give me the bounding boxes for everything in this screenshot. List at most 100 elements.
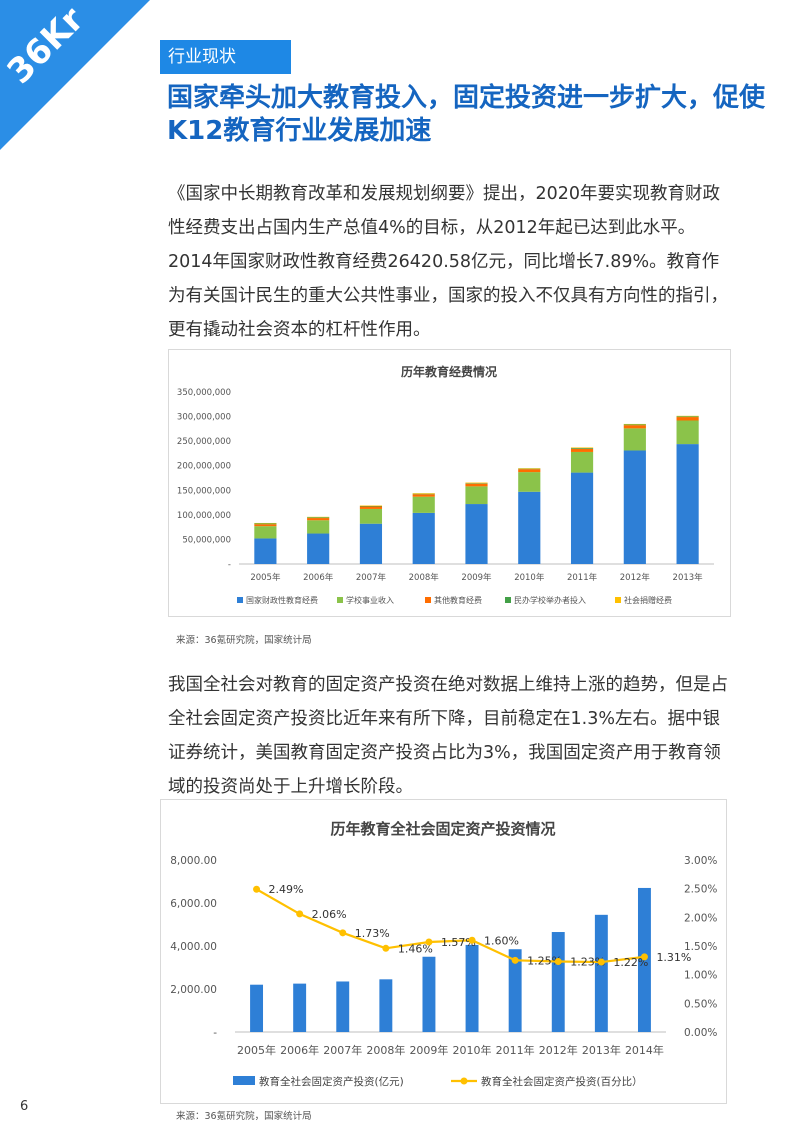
x-tick-label: 2011年 [567, 572, 598, 583]
y-tick-label: 200,000,000 [177, 462, 231, 472]
source-note: 来源：36氪研究院，国家统计局 [176, 635, 312, 646]
legend-label: 教育全社会固定资产投资(亿元) [259, 1075, 404, 1088]
bar-segment [412, 494, 435, 497]
line-point [554, 957, 562, 965]
bar-segment [359, 523, 383, 564]
legend-label: 国家财政性教育经费 [246, 595, 318, 605]
y2-tick-label: 1.50% [684, 941, 717, 953]
bar-segment [676, 416, 699, 418]
x-tick-label: 2008年 [366, 1043, 405, 1057]
line-point [597, 958, 605, 966]
bar-segment [359, 506, 383, 509]
intro-paragraph: 《国家中长期教育改革和发展规划纲要》提出，2020年要实现教育财政性经费支出占国… [168, 184, 728, 340]
x-tick-label: 2005年 [237, 1043, 276, 1057]
legend-swatch [615, 597, 621, 603]
education-funding-chart: 历年教育经费情况 - 50,000,000 100,000,000 150,000,00… [168, 349, 731, 617]
y2-tick-label: 2.50% [684, 884, 717, 896]
chart-title: 历年教育经费情况 [401, 364, 497, 379]
data-label: 1.46% [398, 942, 433, 955]
y-tick-label: 350,000,000 [177, 388, 231, 398]
y-tick-label: 100,000,000 [177, 511, 231, 521]
bar-segment [307, 517, 330, 519]
bar-segment [307, 533, 330, 564]
y2-tick-label: 0.50% [684, 998, 717, 1010]
section-tag: 行业现状 [160, 40, 291, 74]
x-tick-label: 2009年 [461, 572, 492, 583]
line-point [511, 956, 519, 964]
bar [379, 979, 393, 1032]
x-tick-label: 2013年 [582, 1043, 621, 1057]
bar-segment [254, 523, 277, 525]
investment-paragraph: 我国全社会对教育的固定资产投资在绝对数据上维持上涨的趋势，但是占全社会固定资产投… [168, 675, 728, 797]
bar-segment [518, 491, 541, 564]
bar-segment [412, 496, 435, 513]
source-note: 来源：36氪研究院，国家统计局 [176, 1111, 312, 1122]
bar [422, 956, 436, 1032]
x-tick-label: 2005年 [250, 572, 281, 583]
bar [551, 932, 565, 1032]
bar [250, 984, 264, 1032]
y2-tick-label: 1.00% [684, 970, 717, 982]
legend-label: 教育全社会固定资产投资(百分比） [481, 1075, 643, 1088]
legend-marker [460, 1077, 468, 1085]
bar-segment [254, 526, 277, 539]
bar-segment [254, 524, 277, 527]
legend-swatch [505, 597, 511, 603]
bar-segment [465, 483, 488, 487]
bar-segment [676, 444, 699, 564]
y-tick-label: 250,000,000 [177, 437, 231, 447]
y-tick-label: 6,000.00 [170, 898, 217, 910]
legend-label: 社会捐赠经费 [624, 595, 672, 605]
bar [508, 949, 522, 1032]
data-label: 1.73% [355, 927, 390, 940]
line-point [253, 885, 261, 893]
line-point [468, 936, 476, 944]
bar-segment [570, 451, 594, 473]
bar-segment [676, 417, 699, 421]
bar-segment [412, 493, 435, 494]
bar-segment [307, 520, 330, 534]
bar-segment [465, 486, 488, 505]
legend-label: 其他教育经费 [434, 595, 482, 605]
x-tick-label: 2009年 [409, 1043, 448, 1057]
bar [336, 981, 350, 1032]
chart-title: 历年教育全社会固定资产投资情况 [330, 820, 555, 838]
bar-segment [570, 447, 594, 449]
brand-corner-logo: 36Kr [0, 0, 160, 160]
data-label: 2.06% [312, 908, 347, 921]
x-tick-label: 2012年 [620, 572, 651, 583]
data-label: 2.49% [269, 883, 304, 896]
legend-label: 学校事业收入 [346, 595, 394, 605]
bar [594, 914, 608, 1032]
legend-swatch [233, 1076, 255, 1085]
x-tick-label: 2008年 [409, 572, 440, 583]
page-number: 6 [20, 1099, 29, 1114]
bar-segment [412, 512, 435, 564]
x-tick-label: 2014年 [625, 1043, 664, 1057]
bar-segment [676, 420, 699, 445]
bar-segment [518, 469, 541, 473]
legend-swatch [425, 597, 431, 603]
bar-segment [359, 508, 383, 524]
x-tick-label: 2007年 [323, 1043, 362, 1057]
x-tick-label: 2013年 [673, 572, 704, 583]
bar-segment [465, 482, 488, 484]
legend-label: 民办学校举办者投入 [514, 595, 586, 605]
data-label: 1.31% [656, 951, 691, 964]
data-label: 1.22% [613, 956, 648, 969]
bar-segment [623, 425, 646, 429]
y-tick-label: - [213, 1027, 217, 1039]
legend-swatch [237, 597, 243, 603]
y-tick-label: 150,000,000 [177, 486, 231, 496]
bar-segment [465, 504, 488, 564]
x-tick-label: 2010年 [453, 1043, 492, 1057]
fixed-asset-investment-chart: 历年教育全社会固定资产投资情况 - 2,000.00 4,000.00 6,000.00… [160, 799, 727, 1104]
data-label: 1.25% [527, 954, 562, 967]
page-headline: 国家牵头加大教育投入，固定投资进一步扩大，促使K12教育行业发展加速 [167, 83, 766, 146]
bar [465, 944, 479, 1032]
y-tick-label: 4,000.00 [170, 941, 217, 953]
x-tick-label: 2012年 [539, 1043, 578, 1057]
x-tick-label: 2010年 [514, 572, 545, 583]
y2-tick-label: 0.00% [684, 1027, 717, 1039]
bar [293, 983, 307, 1032]
